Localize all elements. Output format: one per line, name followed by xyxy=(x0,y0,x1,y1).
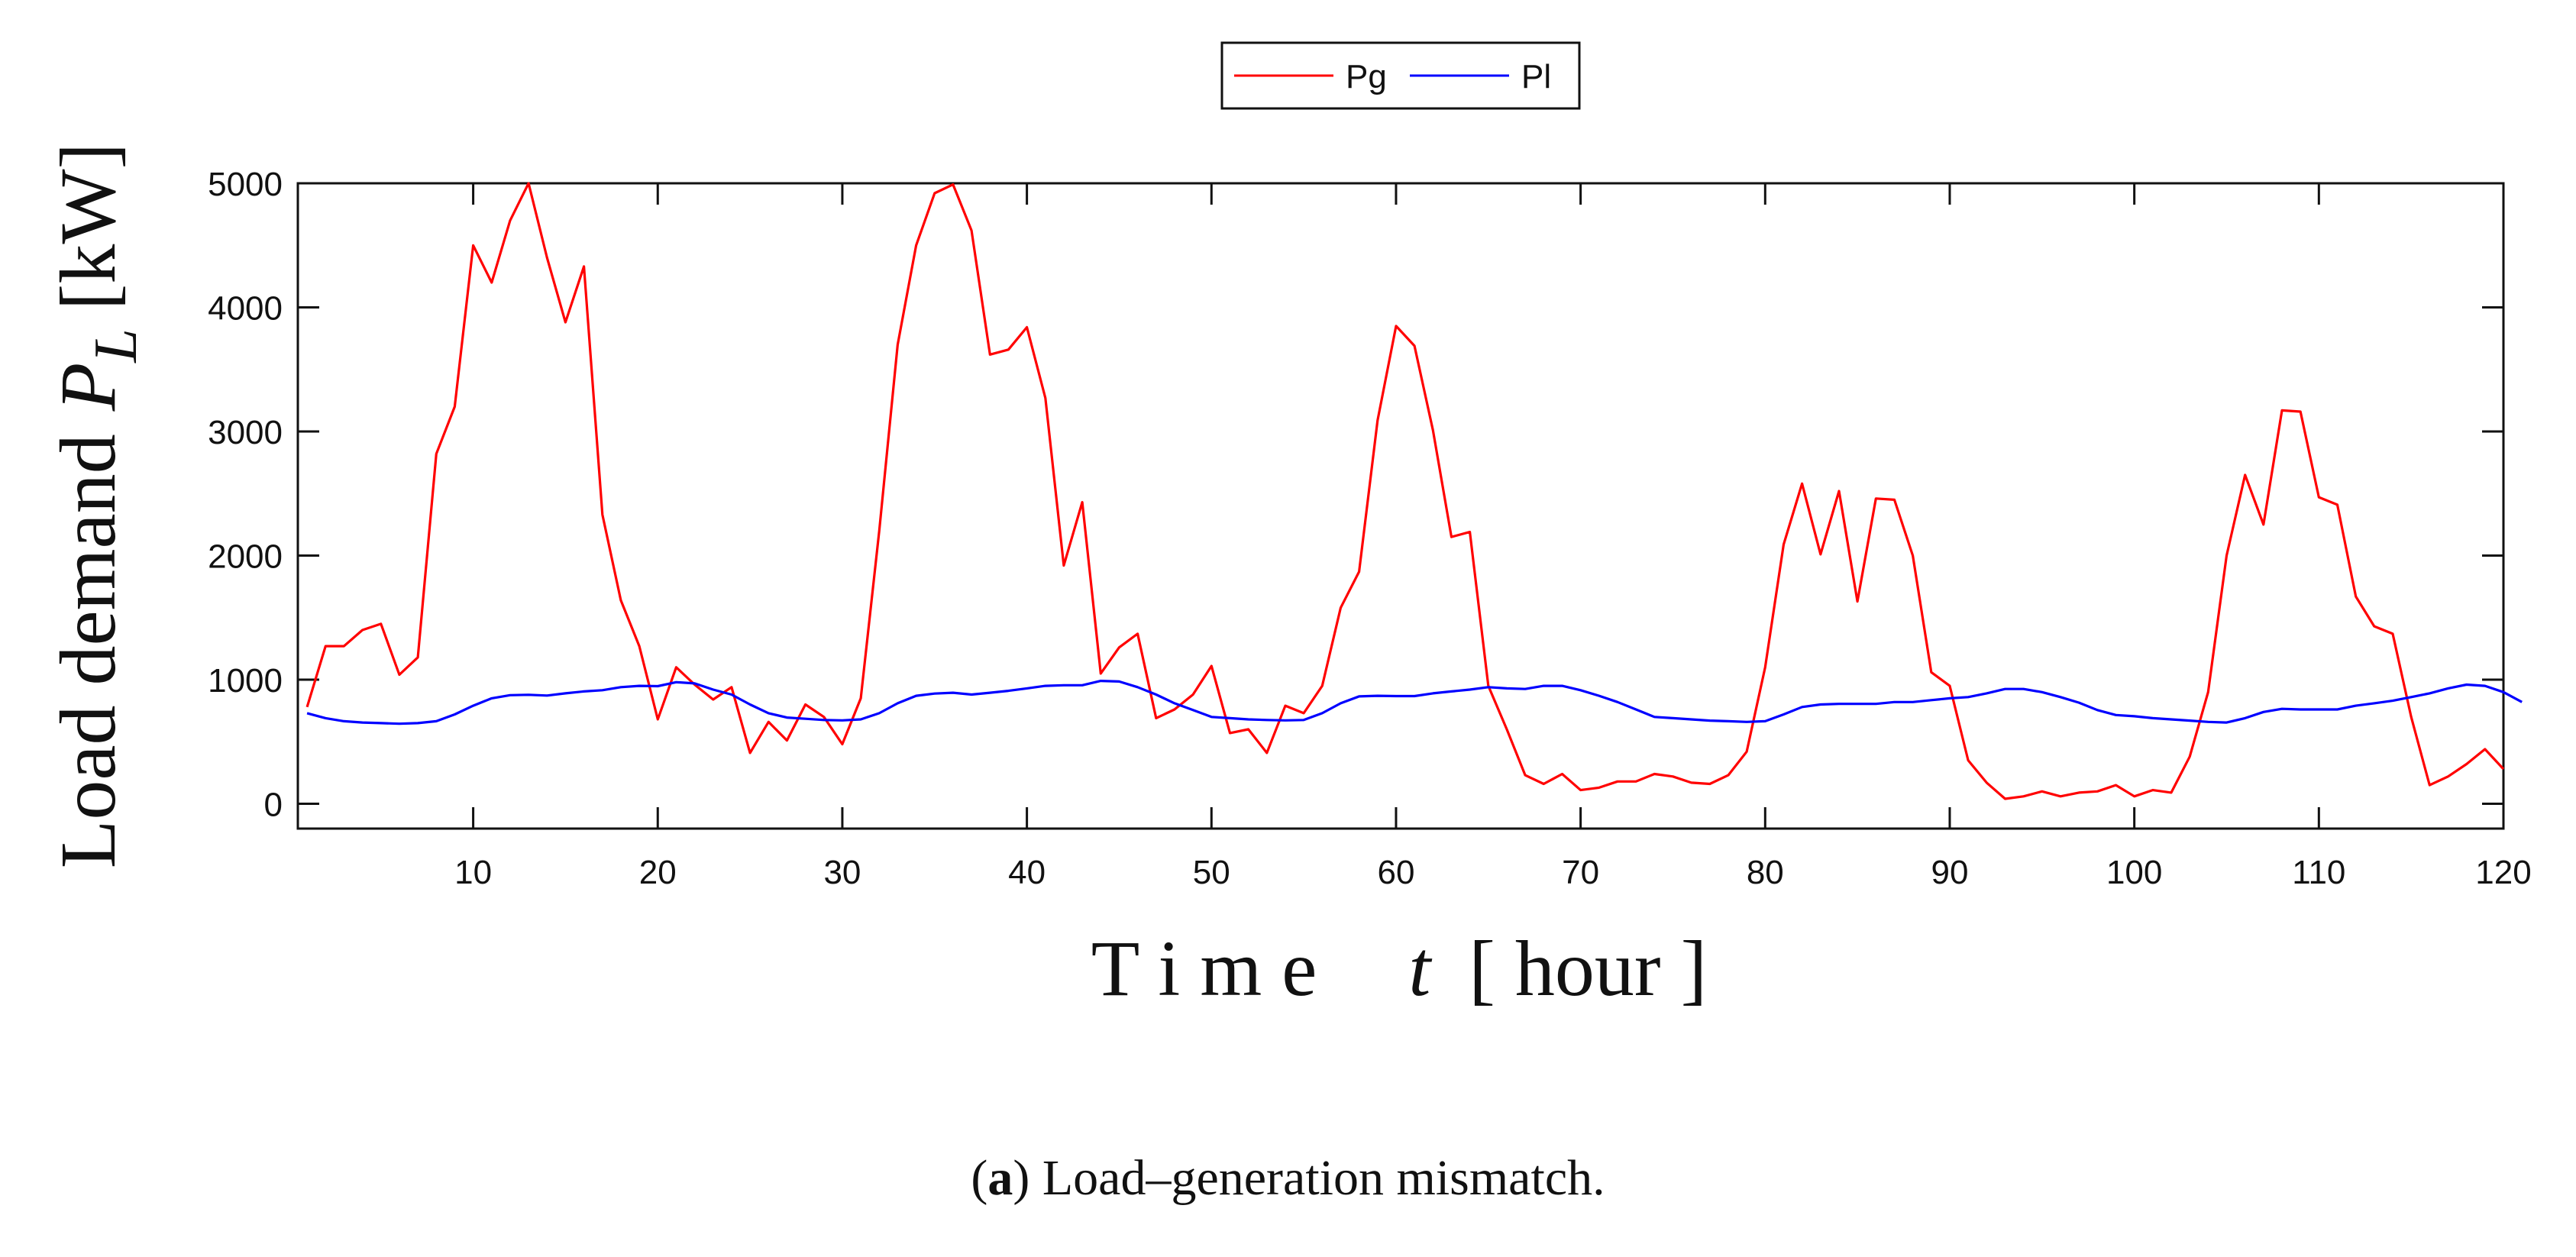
y-tick-label: 3000 xyxy=(208,414,283,451)
y-tick-label: 4000 xyxy=(208,290,283,328)
y-tick-label: 2000 xyxy=(208,538,283,576)
figure-caption: (a) Load–generation mismatch. xyxy=(971,1150,1605,1206)
y-tick-label: 1000 xyxy=(208,662,283,700)
y-axis-label: Load demandPL[kW] xyxy=(44,143,150,868)
legend-label-pg: Pg xyxy=(1346,58,1387,95)
x-tick-label: 10 xyxy=(454,854,492,891)
x-tick-label: 80 xyxy=(1747,854,1784,891)
x-tick-label: 70 xyxy=(1562,854,1599,891)
legend-label-pl: Pl xyxy=(1521,58,1551,95)
y-tick-label: 0 xyxy=(264,787,283,824)
legend: Pg Pl xyxy=(1220,41,1581,110)
series-line-pg xyxy=(305,182,2505,800)
x-tick-label: 50 xyxy=(1193,854,1230,891)
x-tick-label: 20 xyxy=(639,854,677,891)
series-layer xyxy=(305,182,2523,800)
x-tick-label: 110 xyxy=(2292,854,2345,891)
series-line-pl xyxy=(306,679,2523,725)
x-tick-label: 100 xyxy=(2106,854,2162,891)
x-axis-label: T i m e t[ hour ] xyxy=(1091,925,1707,1013)
plot-area xyxy=(296,182,2505,830)
x-tick-label: 30 xyxy=(823,854,861,891)
y-tick-label: 5000 xyxy=(208,166,283,203)
caption-text: Load–generation mismatch. xyxy=(1042,1150,1605,1206)
x-tick-label: 90 xyxy=(1931,854,1969,891)
x-tick-label: 120 xyxy=(2475,854,2531,891)
x-tick-label: 60 xyxy=(1377,854,1414,891)
x-tick-label: 40 xyxy=(1008,854,1046,891)
x-axis: 10 20 30 40 50 60 70 80 90 100 110 120 xyxy=(454,183,2532,891)
y-axis: 0 1000 2000 3000 4000 5000 xyxy=(208,166,2503,824)
caption-label: a xyxy=(987,1150,1013,1206)
